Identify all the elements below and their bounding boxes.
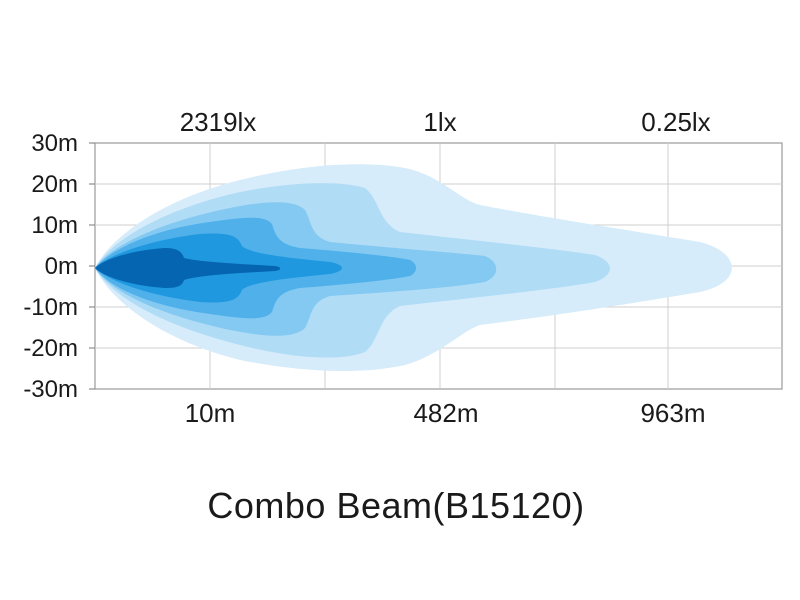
y-tick-label: 20m	[31, 171, 78, 198]
y-tick-label: 10m	[31, 212, 78, 239]
distance-label-3: 963m	[640, 398, 705, 428]
beam-contour-6	[95, 248, 281, 288]
lux-label-3: 0.25lx	[641, 107, 710, 137]
y-tick-label: 0m	[45, 253, 78, 280]
y-tick-label: -10m	[23, 294, 78, 321]
y-axis-labels: 30m 20m 10m 0m -10m -20m -30m	[23, 130, 78, 403]
distance-label-2: 482m	[413, 398, 478, 428]
y-tick-label: -20m	[23, 335, 78, 362]
tick-marks	[89, 142, 95, 390]
chart-title: Combo Beam(B15120)	[207, 485, 584, 526]
lux-label-2: 1lx	[423, 107, 456, 137]
y-tick-label: 30m	[31, 130, 78, 157]
y-tick-label: -30m	[23, 376, 78, 403]
lux-label-1: 2319lx	[180, 107, 257, 137]
beam-contours	[95, 164, 732, 372]
distance-label-1: 10m	[185, 398, 236, 428]
